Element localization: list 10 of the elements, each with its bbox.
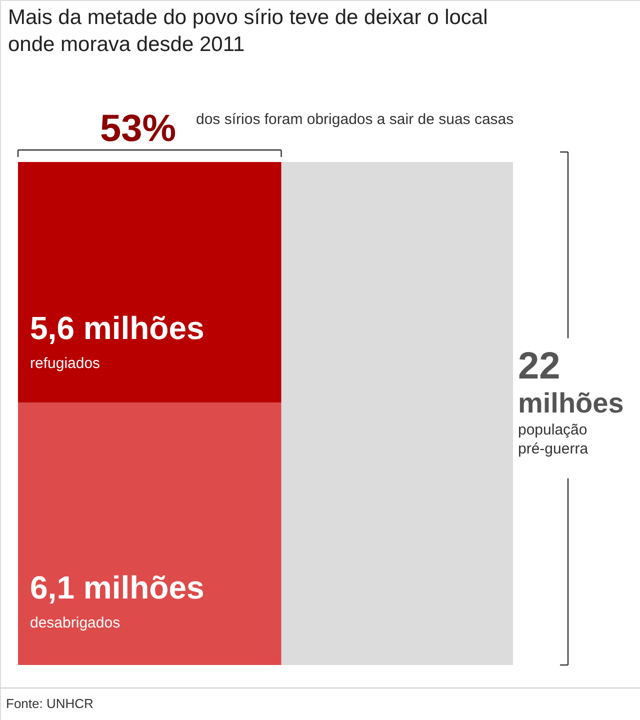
text: 53% — [100, 108, 176, 150]
text: dos sírios foram obrigados a sair de suas casas — [196, 111, 514, 128]
data-label: 22 milhões — [518, 345, 624, 418]
category-label: refugiados — [30, 354, 100, 372]
category-label: população pré-guerra — [518, 421, 589, 458]
text: Mais da metade do povo sírio teve de deixar o local onde morava desde 2011 — [8, 6, 488, 56]
category-label: desabrigados — [30, 614, 120, 632]
data-label: 6,1 milhões — [30, 570, 204, 606]
source-note: Fonte: UNHCR — [6, 696, 94, 711]
data-label: 5,6 milhões — [30, 310, 204, 346]
